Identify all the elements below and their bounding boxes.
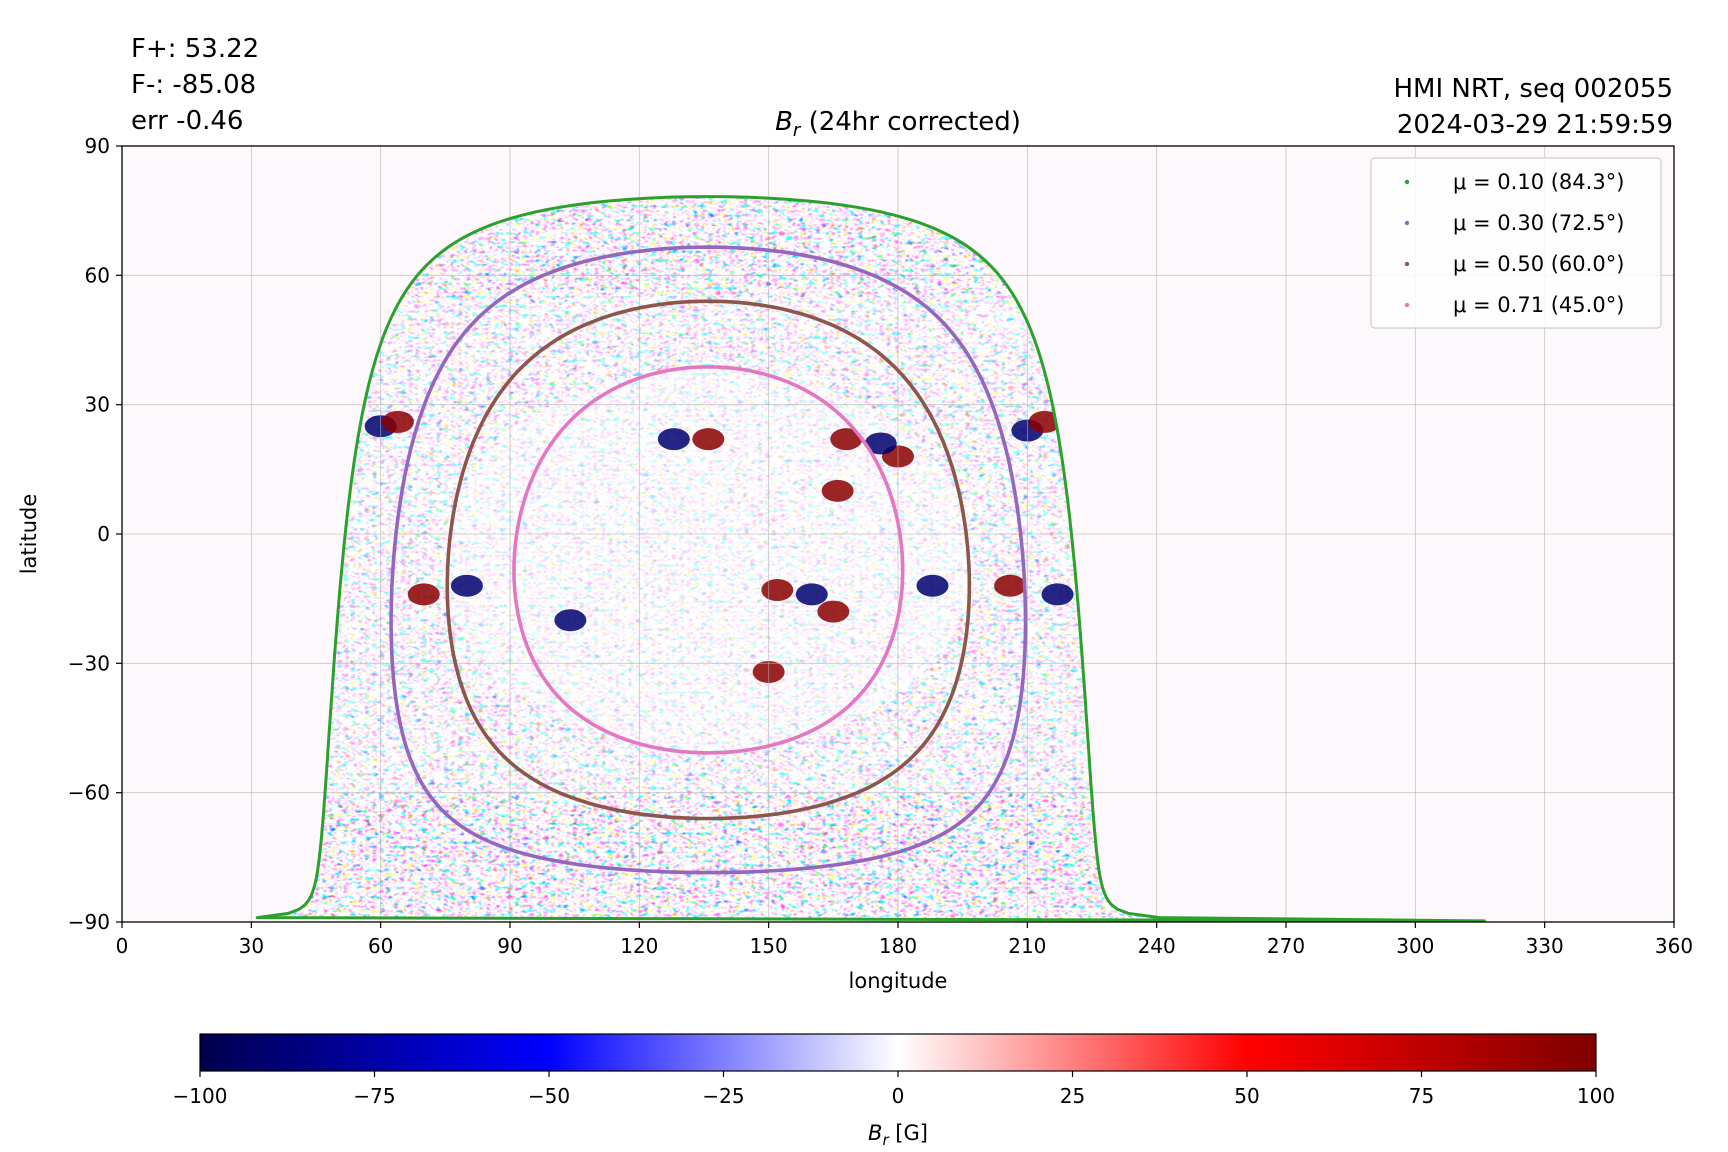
legend-box — [1370, 157, 1662, 329]
magnetic-region-negative — [795, 583, 828, 606]
disk-center-glow — [442, 369, 974, 751]
chart-title: Br (24hr corrected) — [775, 107, 1021, 141]
legend-marker — [1404, 261, 1410, 267]
magnetic-region-positive — [692, 428, 725, 451]
mu-contour-line — [512, 365, 905, 755]
x-axis-label: longitude — [849, 969, 948, 993]
colorbar-tick-label: −50 — [528, 1084, 570, 1108]
source-annotation: 2024-03-29 21:59:59 — [1397, 110, 1673, 140]
y-tick-label: 0 — [97, 522, 110, 546]
magnetic-region-positive — [817, 600, 850, 623]
y-tick-label: −90 — [68, 910, 110, 934]
x-tick-label: 300 — [1396, 934, 1434, 958]
x-tick-label: 150 — [750, 934, 788, 958]
title-subscript: r — [793, 120, 802, 141]
colorbar-tick-label: 25 — [1060, 1084, 1085, 1108]
magnetic-region-positive — [407, 583, 440, 606]
colorbar-label-subscript: r — [882, 1131, 889, 1149]
magnetic-region-negative — [864, 432, 897, 455]
mu-contours — [255, 195, 1486, 922]
mu-contour-line — [255, 195, 1486, 922]
legend-entry: μ = 0.10 (84.3°) — [1453, 170, 1624, 194]
legend-marker — [1404, 179, 1410, 185]
mu-contour-line — [389, 245, 1028, 875]
x-tick-label: 90 — [497, 934, 522, 958]
magnetic-region-positive — [761, 579, 794, 602]
legend-entry: μ = 0.30 (72.5°) — [1453, 211, 1624, 235]
x-tick-label: 240 — [1138, 934, 1176, 958]
colorbar-tick-label: 0 — [892, 1084, 905, 1108]
magnetic-region-positive — [1028, 410, 1061, 433]
y-axis-label: latitude — [17, 494, 41, 575]
magnetic-region-negative — [450, 574, 483, 597]
colorbar-label-symbol: B — [868, 1121, 882, 1145]
legend-entry: μ = 0.50 (60.0°) — [1453, 252, 1624, 276]
stat-annotation: F-: -85.08 — [131, 70, 256, 100]
stat-annotation: F+: 53.22 — [131, 34, 259, 64]
y-tick-label: −30 — [68, 651, 110, 675]
magnetic-region-negative — [916, 574, 949, 597]
colorbar-label-unit: [G] — [889, 1121, 928, 1145]
magnetic-region-negative — [657, 428, 690, 451]
magnetic-region-positive — [994, 574, 1027, 597]
title-symbol: B — [775, 107, 793, 137]
legend-marker — [1404, 302, 1410, 308]
y-axis-ticks: −90 −60 −30 0 30 60 90 — [68, 134, 122, 934]
y-tick-label: 90 — [85, 134, 110, 158]
colorbar-bar — [199, 1033, 1597, 1072]
source-annotation: HMI NRT, seq 002055 — [1393, 74, 1673, 104]
mu-contour-line — [445, 299, 972, 821]
colorbar-tick-label: −25 — [702, 1084, 744, 1108]
y-tick-label: 60 — [85, 263, 110, 287]
colorbar-tick-label: 50 — [1234, 1084, 1259, 1108]
x-tick-label: 60 — [368, 934, 393, 958]
legend-entry: μ = 0.71 (45.0°) — [1453, 293, 1624, 317]
colorbar-tick-label: 100 — [1577, 1084, 1615, 1108]
magnetic-region-positive — [381, 410, 414, 433]
colorbar-label: Br [G] — [868, 1121, 928, 1149]
stat-annotation: err -0.46 — [131, 106, 243, 136]
magnetic-region-negative — [1041, 583, 1074, 606]
x-axis-ticks: 0 30 60 90 120 150 180 210 240 270 300 330 360 — [116, 922, 1693, 958]
colorbar: −100 −75 −50 −25 0 25 50 75 100 Br [G] — [173, 1033, 1615, 1149]
legend-marker — [1404, 220, 1410, 226]
colorbar-tick-label: −100 — [173, 1084, 228, 1108]
colorbar-tick-label: −75 — [353, 1084, 395, 1108]
title-text: (24hr corrected) — [800, 107, 1021, 137]
x-tick-label: 120 — [620, 934, 658, 958]
magnetic-region-negative — [554, 609, 587, 632]
x-tick-label: 210 — [1008, 934, 1046, 958]
y-tick-label: 30 — [85, 393, 110, 417]
annotations: F+: 53.22 F-: -85.08 err -0.46 HMI NRT, seq… — [131, 34, 1673, 140]
x-tick-label: 270 — [1267, 934, 1305, 958]
magnetic-region-positive — [830, 428, 863, 451]
x-tick-label: 30 — [239, 934, 264, 958]
magnetic-region-positive — [821, 479, 854, 502]
x-tick-label: 360 — [1655, 934, 1693, 958]
legend: μ = 0.10 (84.3°) μ = 0.30 (72.5°) μ = 0.50… — [1370, 157, 1662, 329]
y-tick-label: −60 — [68, 781, 110, 805]
colorbar-tick-label: 75 — [1409, 1084, 1434, 1108]
x-tick-label: 0 — [116, 934, 129, 958]
x-tick-label: 330 — [1526, 934, 1564, 958]
x-tick-label: 180 — [879, 934, 917, 958]
